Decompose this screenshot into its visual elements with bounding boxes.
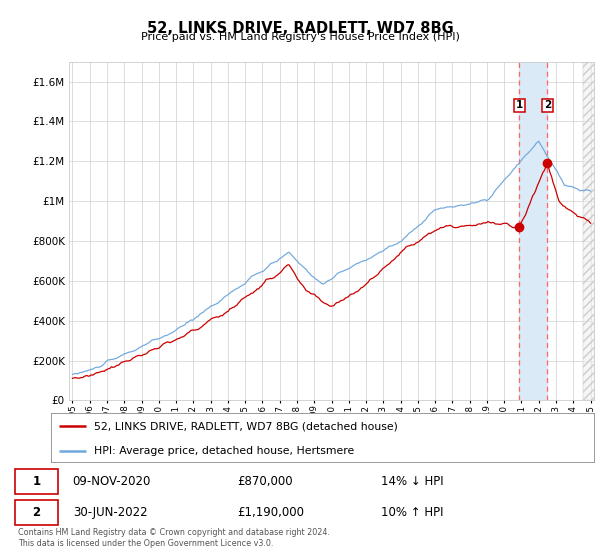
Text: £1,190,000: £1,190,000	[237, 506, 304, 519]
Text: 1: 1	[32, 475, 40, 488]
Text: 09-NOV-2020: 09-NOV-2020	[73, 475, 151, 488]
Text: £870,000: £870,000	[237, 475, 293, 488]
Text: 30-JUN-2022: 30-JUN-2022	[73, 506, 148, 519]
Text: 52, LINKS DRIVE, RADLETT, WD7 8BG (detached house): 52, LINKS DRIVE, RADLETT, WD7 8BG (detac…	[94, 421, 398, 431]
Text: 2: 2	[32, 506, 40, 519]
Text: 2: 2	[544, 100, 551, 110]
Text: 1: 1	[515, 100, 523, 110]
Text: 10% ↑ HPI: 10% ↑ HPI	[381, 506, 443, 519]
Text: 52, LINKS DRIVE, RADLETT, WD7 8BG: 52, LINKS DRIVE, RADLETT, WD7 8BG	[146, 21, 454, 36]
Text: 14% ↓ HPI: 14% ↓ HPI	[381, 475, 443, 488]
Text: HPI: Average price, detached house, Hertsmere: HPI: Average price, detached house, Hert…	[94, 446, 355, 456]
FancyBboxPatch shape	[15, 469, 58, 494]
Text: Price paid vs. HM Land Registry's House Price Index (HPI): Price paid vs. HM Land Registry's House …	[140, 32, 460, 42]
Text: Contains HM Land Registry data © Crown copyright and database right 2024.
This d: Contains HM Land Registry data © Crown c…	[18, 528, 330, 548]
Bar	[519, 62, 547, 400]
FancyBboxPatch shape	[15, 500, 58, 525]
